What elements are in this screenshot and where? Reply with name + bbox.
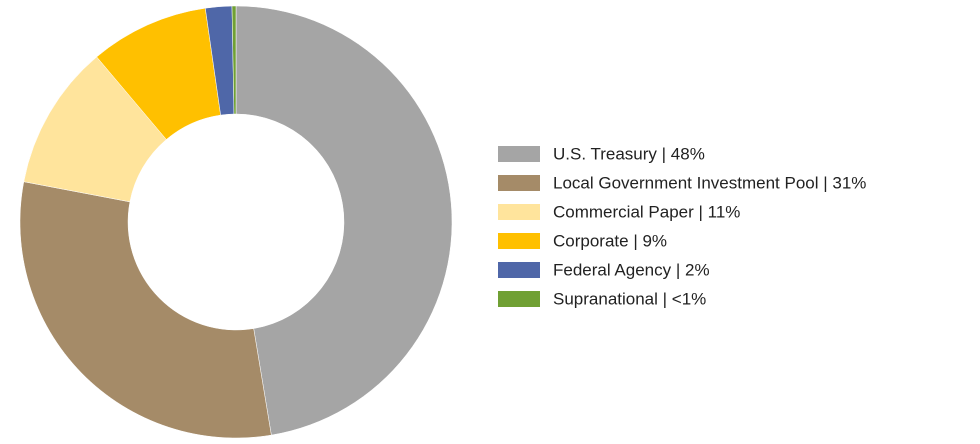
legend-swatch xyxy=(498,291,540,307)
legend-label: Commercial Paper | 11% xyxy=(553,202,740,221)
donut-slice xyxy=(19,181,272,439)
legend-swatch xyxy=(498,262,540,278)
donut-slice xyxy=(235,5,453,436)
legend-swatch xyxy=(498,146,540,162)
legend-swatch xyxy=(498,204,540,220)
legend-label: Local Government Investment Pool | 31% xyxy=(553,173,866,192)
legend-swatch xyxy=(498,233,540,249)
legend-label: U.S. Treasury | 48% xyxy=(553,144,705,163)
legend-swatch xyxy=(498,175,540,191)
donut-slice xyxy=(231,5,237,115)
legend-label: Supranational | <1% xyxy=(553,289,706,308)
legend-label: Corporate | 9% xyxy=(553,231,667,250)
legend-label: Federal Agency | 2% xyxy=(553,260,710,279)
